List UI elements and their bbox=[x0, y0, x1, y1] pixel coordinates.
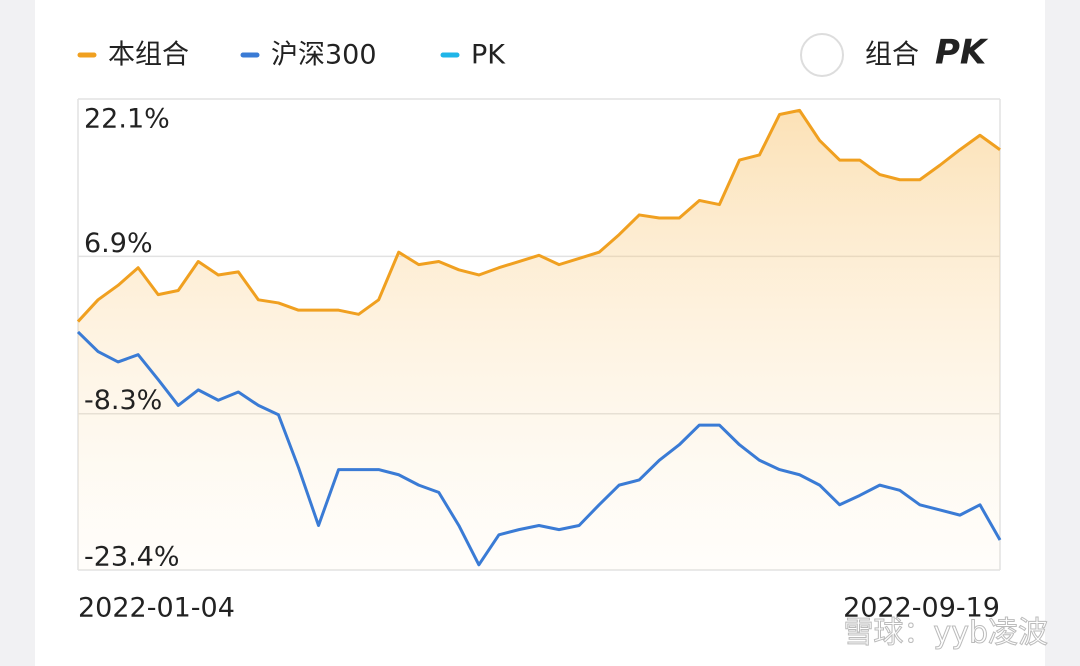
line bbox=[76, 108, 1001, 323]
x-tick-label: 2022-01-04 bbox=[78, 593, 235, 624]
legend-label: 沪深300 bbox=[271, 40, 377, 71]
watermark: 雪球：yyb凌波 bbox=[843, 616, 1048, 651]
x-tick-label: 2022-09-19 bbox=[843, 593, 1000, 624]
toggle-label[interactable]: 组合 bbox=[865, 40, 919, 71]
toggle-switch[interactable] bbox=[800, 33, 844, 77]
y-tick-label: 22.1% bbox=[84, 104, 170, 135]
y-tick-label: 6.9% bbox=[84, 228, 153, 259]
line bbox=[76, 330, 1002, 567]
legend-label: PK bbox=[471, 40, 506, 71]
legend-label: 本组合 bbox=[108, 40, 189, 71]
area bbox=[78, 110, 1000, 570]
y-tick-label: -8.3% bbox=[84, 385, 162, 416]
toggle-pk[interactable]: PK bbox=[935, 33, 989, 73]
y-tick-label: -23.4% bbox=[84, 542, 180, 573]
